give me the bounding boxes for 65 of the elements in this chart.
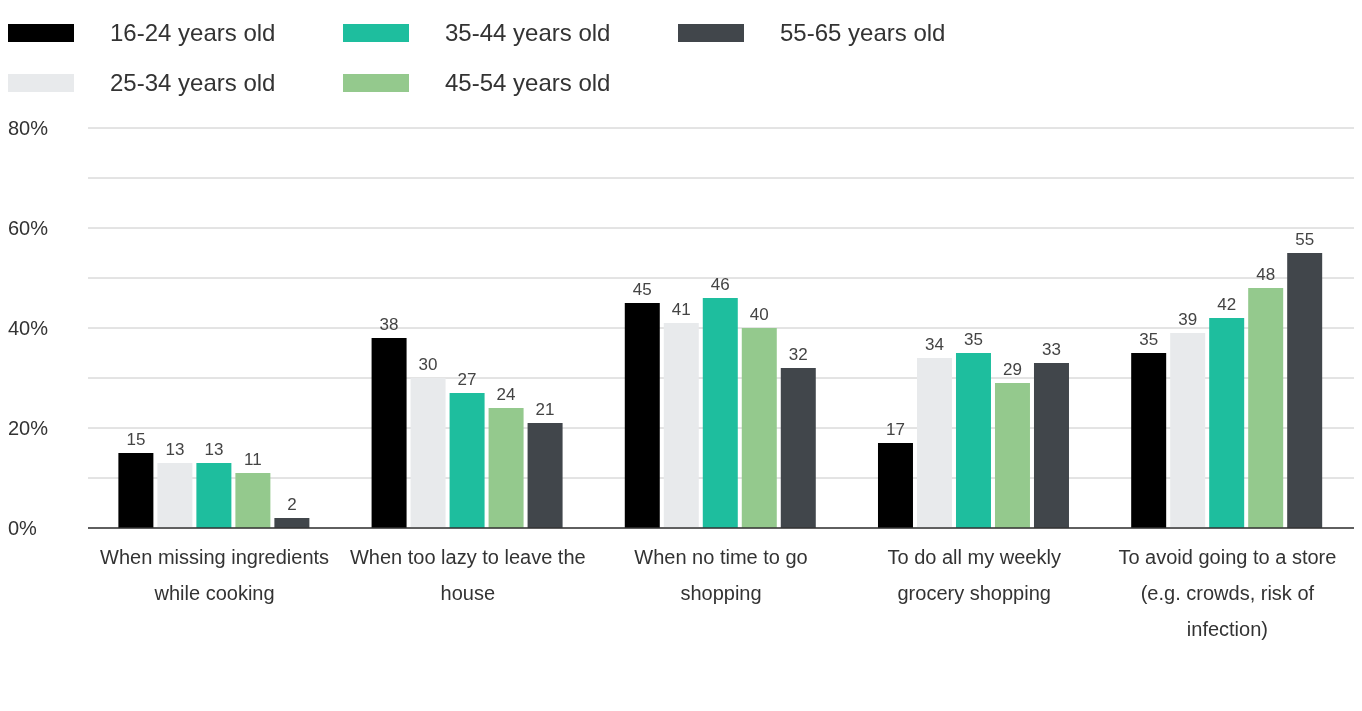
bar [741, 328, 777, 528]
data-label: 40 [749, 305, 769, 324]
x-tick-label: When no time to go shopping [634, 546, 808, 605]
bar [780, 368, 816, 528]
data-label: 38 [379, 315, 399, 334]
data-label: 48 [1256, 265, 1276, 284]
bar [1287, 253, 1323, 528]
data-label: 27 [457, 370, 477, 389]
bar [157, 463, 193, 528]
bar [877, 443, 913, 528]
bar [527, 423, 563, 528]
bar [663, 323, 699, 528]
data-label: 35 [964, 330, 983, 349]
x-tick-label: To do all my weekly grocery shopping [887, 546, 1061, 605]
y-tick-label: 40% [8, 317, 49, 340]
data-label: 30 [418, 355, 438, 374]
data-label: 21 [535, 400, 555, 419]
data-label: 55 [1295, 230, 1315, 249]
data-label: 39 [1178, 310, 1198, 329]
bar [1170, 333, 1206, 528]
data-label: 24 [496, 385, 516, 404]
data-label: 34 [925, 335, 944, 354]
x-tick-label: When missing ingredients while cooking [100, 546, 330, 605]
bar [624, 303, 660, 528]
legend-label: 25-34 years old [110, 69, 276, 97]
data-label: 2 [287, 495, 297, 514]
data-label: 46 [710, 275, 730, 294]
y-tick-label: 60% [8, 217, 49, 240]
legend-label: 16-24 years old [110, 19, 276, 47]
y-tick-label: 20% [8, 417, 49, 440]
bar [488, 408, 524, 528]
data-label: 13 [165, 440, 185, 459]
legend-label: 35-44 years old [445, 19, 611, 47]
x-tick-label: To avoid going to a store (e.g. crowds, risk of infection) [1118, 546, 1337, 641]
data-label: 45 [632, 280, 652, 299]
bar [702, 298, 738, 528]
bar [1033, 363, 1069, 528]
bar [994, 383, 1030, 528]
y-tick-label: 0% [8, 517, 38, 540]
bar [1248, 288, 1284, 528]
legend-label: 45-54 years old [445, 69, 611, 97]
x-tick-label: When too lazy to leave the house [349, 546, 586, 605]
bar [118, 453, 154, 528]
data-label: 41 [671, 300, 691, 319]
data-label: 35 [1139, 330, 1159, 349]
data-label: 29 [1003, 360, 1022, 379]
data-label: 33 [1042, 340, 1061, 359]
data-label: 42 [1217, 295, 1237, 314]
bar [449, 393, 485, 528]
bar [1131, 353, 1167, 528]
bar [916, 358, 952, 528]
bar [235, 473, 271, 528]
data-label: 13 [204, 440, 224, 459]
bar [196, 463, 232, 528]
legend-label: 55-65 years old [780, 19, 946, 47]
data-label: 32 [788, 345, 808, 364]
y-tick-label: 80% [8, 117, 49, 140]
data-label: 11 [244, 450, 262, 469]
bar [371, 338, 407, 528]
data-label: 15 [126, 430, 146, 449]
bar [1209, 318, 1245, 528]
bar [410, 378, 446, 528]
bar [274, 518, 310, 528]
data-label: 17 [886, 420, 905, 439]
bar [955, 353, 991, 528]
